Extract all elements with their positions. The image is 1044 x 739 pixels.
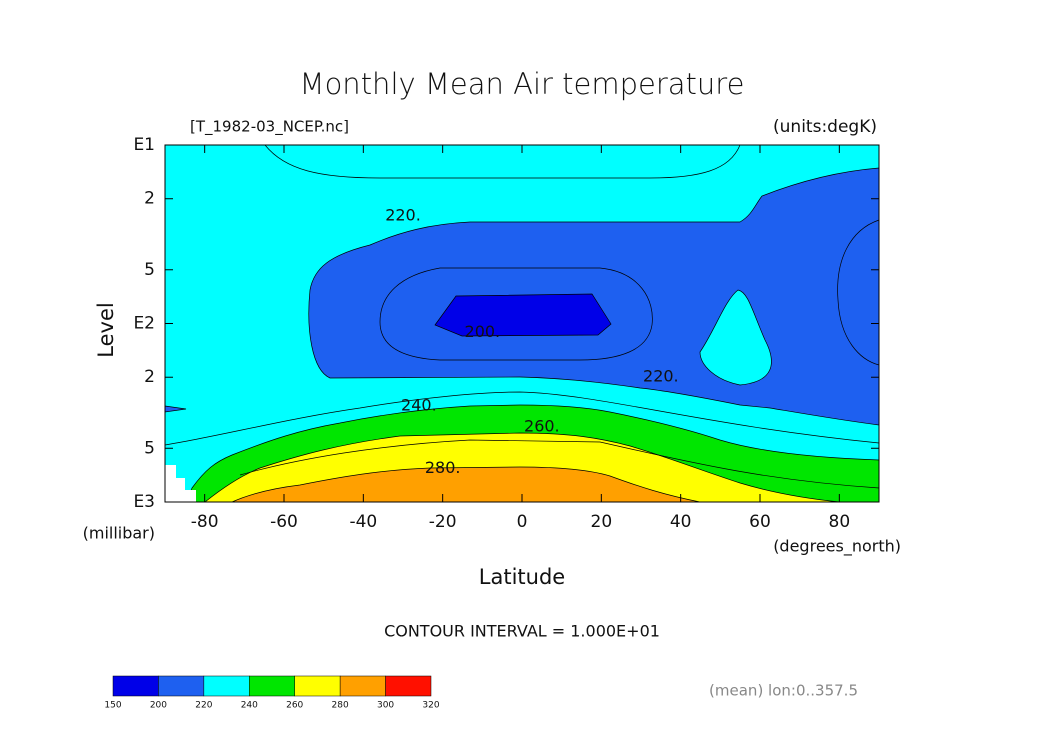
x-tick-label: -80 xyxy=(191,512,219,532)
region xyxy=(231,466,701,503)
y-tick-label: 2 xyxy=(144,367,155,387)
y-tick-label: E3 xyxy=(133,492,155,512)
x-tick-label: 0 xyxy=(517,512,528,532)
colorbar-label: 300 xyxy=(377,701,394,711)
contour-interval: CONTOUR INTERVAL = 1.000E+01 xyxy=(384,622,660,641)
colorbar-label: 260 xyxy=(286,701,303,711)
contour-label: 220. xyxy=(385,206,421,225)
contour-label: 260. xyxy=(524,416,560,435)
y-tick-label: 5 xyxy=(144,260,155,280)
colorbar-label: 320 xyxy=(422,701,439,711)
colorbar-box xyxy=(249,675,295,697)
x-tick-label: -40 xyxy=(349,512,377,532)
file-label: [T_1982-03_NCEP.nc] xyxy=(190,118,349,137)
contour-label: 280. xyxy=(425,458,461,477)
x-units: (degrees_north) xyxy=(773,537,901,557)
note: (mean) lon:0..357.5 xyxy=(709,682,858,700)
y-tick-label: 5 xyxy=(144,438,155,458)
y-tick-label: E1 xyxy=(133,135,155,155)
region xyxy=(434,293,612,337)
colorbar-box xyxy=(112,675,159,697)
y-units: (millibar) xyxy=(83,524,155,543)
region xyxy=(699,289,772,386)
colorbar-label: 220 xyxy=(195,701,212,711)
x-tick-label: -60 xyxy=(270,512,298,532)
contour-field xyxy=(164,144,880,503)
x-tick-label: 80 xyxy=(829,512,851,532)
units-label: (units:degK) xyxy=(773,117,877,137)
x-axis-title: Latitude xyxy=(479,565,565,589)
colorbar-box xyxy=(294,675,341,697)
contour-label: 220. xyxy=(643,367,679,386)
colorbar-box xyxy=(203,675,250,697)
overlay: -80 -60 -40 -20 0 20 40 60 80 E1 2 5 E2 2 5 E3 220. 200. 2… xyxy=(104,135,879,711)
x-tick-label: 60 xyxy=(749,512,771,532)
colorbar-label: 240 xyxy=(241,701,258,711)
chart-title: Monthly Mean Air temperature xyxy=(300,67,745,101)
colorbar-label: 280 xyxy=(332,701,349,711)
contour-line xyxy=(264,144,741,179)
x-tick-label: 20 xyxy=(591,512,613,532)
colorbar-box xyxy=(385,675,432,697)
colorbar-box xyxy=(158,675,205,697)
x-tick-label: 40 xyxy=(670,512,692,532)
colorbar-label: 150 xyxy=(104,701,121,711)
colorbar-label: 200 xyxy=(150,701,167,711)
x-tick-label: -20 xyxy=(429,512,457,532)
colorbar-box xyxy=(339,675,386,697)
contour-line xyxy=(837,219,880,366)
contour-line xyxy=(164,391,880,446)
y-axis-title: Level xyxy=(94,302,118,357)
contour-label: 240. xyxy=(401,396,437,415)
y-tick-label: 2 xyxy=(144,189,155,209)
contour-label: 200. xyxy=(465,322,501,341)
contour-line xyxy=(239,439,880,489)
y-tick-label: E2 xyxy=(133,314,155,334)
missing-data xyxy=(165,465,196,502)
contour-line xyxy=(379,267,653,361)
